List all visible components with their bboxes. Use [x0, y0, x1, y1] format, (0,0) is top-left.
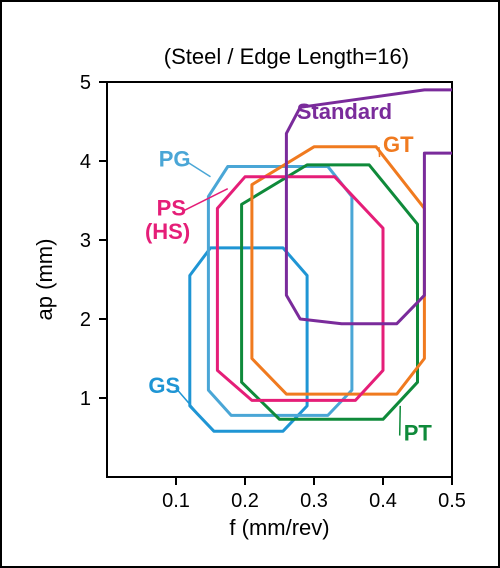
pointer-pt [400, 406, 401, 436]
x-axis-label: f (mm/rev) [229, 515, 329, 540]
x-tick-label: 0.3 [300, 490, 328, 512]
series-label-gt: GT [383, 132, 414, 157]
series-label-pt: PT [404, 421, 433, 446]
chart-title: (Steel / Edge Length=16) [164, 44, 409, 69]
y-tick-label: 5 [80, 72, 91, 94]
y-axis-label: ap (mm) [32, 239, 57, 321]
x-tick-label: 0.4 [369, 490, 397, 512]
y-tick-label: 4 [80, 151, 91, 173]
chart-stage: 0.1 0.2 0.3 0.4 0.5 1 2 3 4 5 f (mm/rev) ap (mm) (St… [2, 2, 500, 568]
y-tick-label: 3 [80, 230, 91, 252]
series-label-pg: PG [159, 146, 191, 171]
series-label-ps: PS [157, 195, 186, 220]
figure-frame: 0.1 0.2 0.3 0.4 0.5 1 2 3 4 5 f (mm/rev) ap (mm) (St… [0, 0, 500, 568]
series-label-gs: GS [148, 373, 180, 398]
series-label-standard: Standard [297, 99, 392, 124]
series-label-hs: (HS) [145, 219, 190, 244]
y-tick-label: 2 [80, 309, 91, 331]
x-tick-label: 0.5 [438, 490, 466, 512]
x-tick-label: 0.2 [231, 490, 259, 512]
chart-svg: 0.1 0.2 0.3 0.4 0.5 1 2 3 4 5 f (mm/rev) ap (mm) (St… [2, 2, 500, 568]
y-tick-label: 1 [80, 388, 91, 410]
x-tick-label: 0.1 [162, 490, 190, 512]
pointer-gt [379, 147, 380, 157]
